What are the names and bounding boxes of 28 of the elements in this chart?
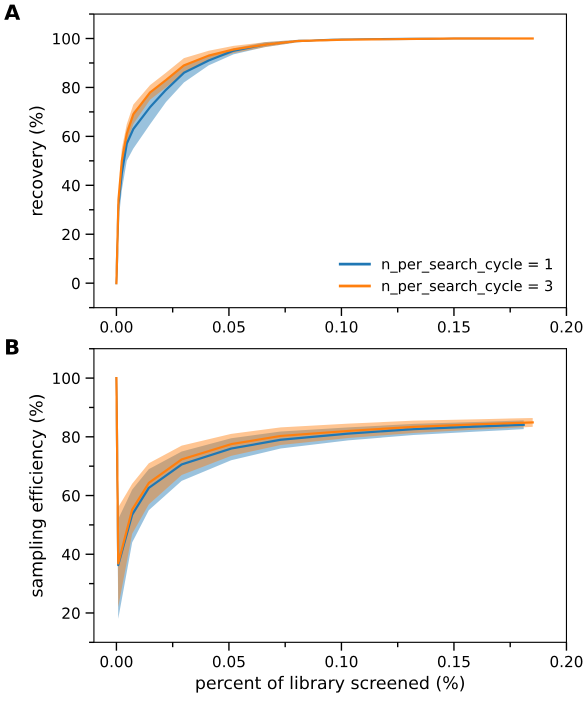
y-tick-label: 40: [62, 180, 80, 192]
x-tick-label: 0.10: [325, 321, 358, 333]
x-tick-label: 0.00: [100, 656, 132, 668]
legend-label: n_per_search_cycle = 1: [382, 258, 552, 273]
x-tick-label: 0.15: [438, 656, 470, 668]
x-tick-label: 0.05: [212, 656, 245, 668]
y-tick-label: 60: [62, 130, 80, 142]
chart-title: B: [6, 339, 19, 354]
y-tick-label: 80: [62, 431, 80, 443]
x-tick-label: 0.20: [550, 656, 582, 668]
y-tick-label: 0: [72, 278, 80, 290]
x-tick-label: 0.20: [550, 321, 582, 333]
y-tick-label: 100: [53, 32, 80, 45]
y-tick-label: 80: [62, 82, 80, 94]
y-tick-label: 100: [53, 372, 80, 384]
x-tick-label: 0.10: [325, 656, 358, 668]
x-tick-label: 0.05: [212, 321, 245, 333]
x-tick-label: 0.00: [100, 321, 132, 333]
y-axis-title: sampling efficiency (%): [29, 395, 46, 597]
y-tick-label: 40: [62, 548, 80, 560]
y-axis-title: recovery (%): [29, 106, 46, 216]
chart-title: A: [4, 4, 20, 20]
y-tick-label: 20: [62, 607, 80, 619]
legend-label: n_per_search_cycle = 3: [382, 280, 552, 295]
y-tick-label: 60: [62, 490, 80, 502]
y-tick-label: 20: [62, 228, 80, 240]
x-tick-label: 0.15: [438, 321, 470, 333]
x-axis-title: percent of library screened (%): [196, 676, 464, 693]
